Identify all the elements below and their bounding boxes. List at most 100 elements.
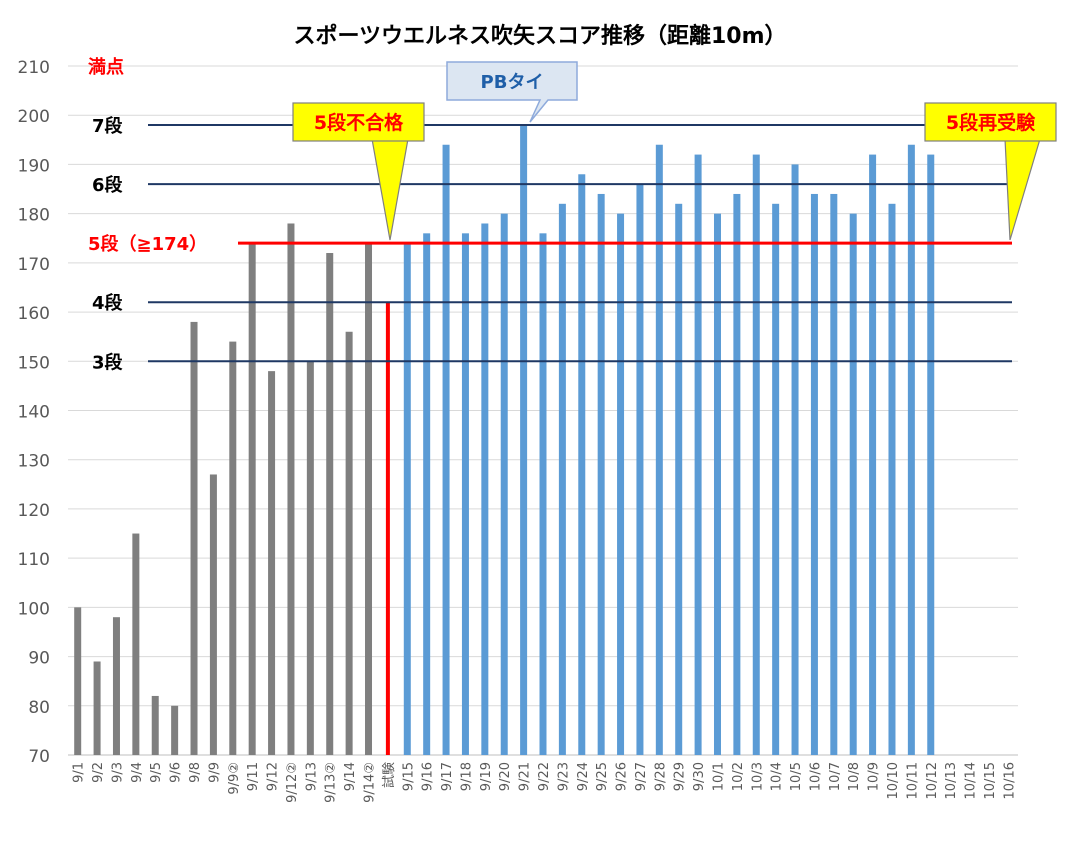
reference-label: 4段 <box>92 292 124 314</box>
y-tick-label: 210 <box>18 58 50 78</box>
reference-label: 6段 <box>92 174 124 196</box>
y-tick-label: 170 <box>18 255 50 275</box>
callouts: 5段不合格 5段再受験 PBタイ <box>292 61 1057 241</box>
callout-yellow: 5段再受験 <box>924 102 1057 241</box>
y-tick-label: 130 <box>18 452 50 472</box>
callout-pointer <box>371 138 409 241</box>
bar <box>461 233 469 756</box>
bar <box>326 253 334 755</box>
x-tick-label: 10/9 <box>867 762 882 791</box>
callout-yellow: 5段不合格 <box>292 102 425 241</box>
callout-box <box>924 102 1057 142</box>
x-tick-label: 10/11 <box>905 762 920 799</box>
x-tick-label: 10/6 <box>808 762 823 791</box>
x-tick-label: 10/1 <box>711 762 726 791</box>
bar <box>423 233 431 756</box>
y-tick-label: 120 <box>18 501 50 521</box>
bar <box>655 144 663 755</box>
bar <box>772 203 780 756</box>
x-tick-label: 10/3 <box>750 762 765 791</box>
bar <box>93 661 101 755</box>
bar <box>442 144 450 755</box>
bar <box>830 193 838 755</box>
bar <box>907 144 915 755</box>
y-tick-label: 190 <box>18 156 50 176</box>
x-tick-label: 試験 <box>381 762 397 788</box>
bar <box>306 361 314 755</box>
x-tick-label: 9/26 <box>615 762 630 791</box>
bar-exam <box>385 302 390 755</box>
x-tick-label: 9/14② <box>363 762 378 803</box>
bar <box>171 705 179 755</box>
x-tick-label: 9/5 <box>149 762 164 783</box>
x-tick-label: 9/19 <box>479 762 494 791</box>
x-tick-label: 9/3 <box>110 762 125 783</box>
x-tick-label: 9/24 <box>576 762 591 791</box>
bar <box>403 243 411 755</box>
x-tick-label: 9/13 <box>304 762 319 791</box>
x-tick-label: 9/12 <box>266 762 281 791</box>
x-tick-label: 9/8 <box>188 762 203 783</box>
x-tick-label: 9/29 <box>673 762 688 791</box>
bar <box>617 213 625 756</box>
bar <box>481 223 489 755</box>
bar <box>636 184 644 756</box>
bar <box>694 154 702 756</box>
bar <box>558 203 566 756</box>
x-tick-label: 10/16 <box>1002 762 1017 799</box>
y-tick-label: 140 <box>18 403 50 423</box>
bar <box>500 213 508 756</box>
bar <box>345 331 353 755</box>
x-tick-label: 9/11 <box>246 762 261 791</box>
x-tick-label: 9/13② <box>324 762 339 803</box>
bar <box>539 233 547 756</box>
bar <box>927 154 935 756</box>
x-tick-label: 9/25 <box>595 762 610 791</box>
x-tick-label: 9/17 <box>440 762 455 791</box>
callout-box <box>292 102 425 142</box>
x-tick-label: 9/22 <box>537 762 552 791</box>
y-tick-label: 150 <box>18 353 50 373</box>
x-tick-label: 10/12 <box>925 762 940 799</box>
y-tick-label: 90 <box>28 649 50 669</box>
x-tick-label: 10/5 <box>789 762 804 791</box>
bar <box>248 243 256 755</box>
bar <box>810 193 818 755</box>
callout-text: 5段再受験 <box>946 111 1036 134</box>
reference-label: 満点 <box>88 56 124 78</box>
bar <box>752 154 760 756</box>
x-tick-label: 9/14 <box>343 762 358 791</box>
x-tick-label: 9/4 <box>130 762 145 783</box>
x-axis-ticks: 9/1 9/2 9/3 9/4 9/5 9/6 9/8 9/9 9/9② 9/11 9/12 9/12… <box>72 762 1018 803</box>
bar <box>229 341 237 755</box>
x-tick-label: 9/28 <box>653 762 668 791</box>
y-tick-label: 200 <box>18 107 50 127</box>
bar <box>190 321 198 755</box>
x-tick-label: 10/14 <box>964 762 979 799</box>
x-tick-label: 9/15 <box>401 762 416 791</box>
bar <box>74 607 82 755</box>
x-tick-label: 9/21 <box>518 762 533 791</box>
x-tick-label: 9/12② <box>285 762 300 803</box>
bar <box>869 154 877 756</box>
bar <box>132 533 140 755</box>
bar <box>713 213 721 756</box>
y-tick-label: 70 <box>28 747 50 767</box>
y-tick-label: 80 <box>28 698 50 718</box>
bar <box>112 617 120 755</box>
bar <box>365 243 373 755</box>
y-tick-label: 180 <box>18 206 50 226</box>
x-tick-label: 9/30 <box>692 762 707 791</box>
bar <box>849 213 857 756</box>
bar <box>151 695 159 755</box>
bar <box>888 203 896 756</box>
x-tick-label: 9/6 <box>169 762 184 783</box>
callout-box <box>446 61 578 123</box>
reference-label: 7段 <box>92 115 124 137</box>
callout-text: PBタイ <box>481 72 544 93</box>
x-tick-label: 10/10 <box>886 762 901 799</box>
x-tick-label: 9/9② <box>227 762 242 795</box>
x-tick-label: 9/1 <box>72 762 87 783</box>
